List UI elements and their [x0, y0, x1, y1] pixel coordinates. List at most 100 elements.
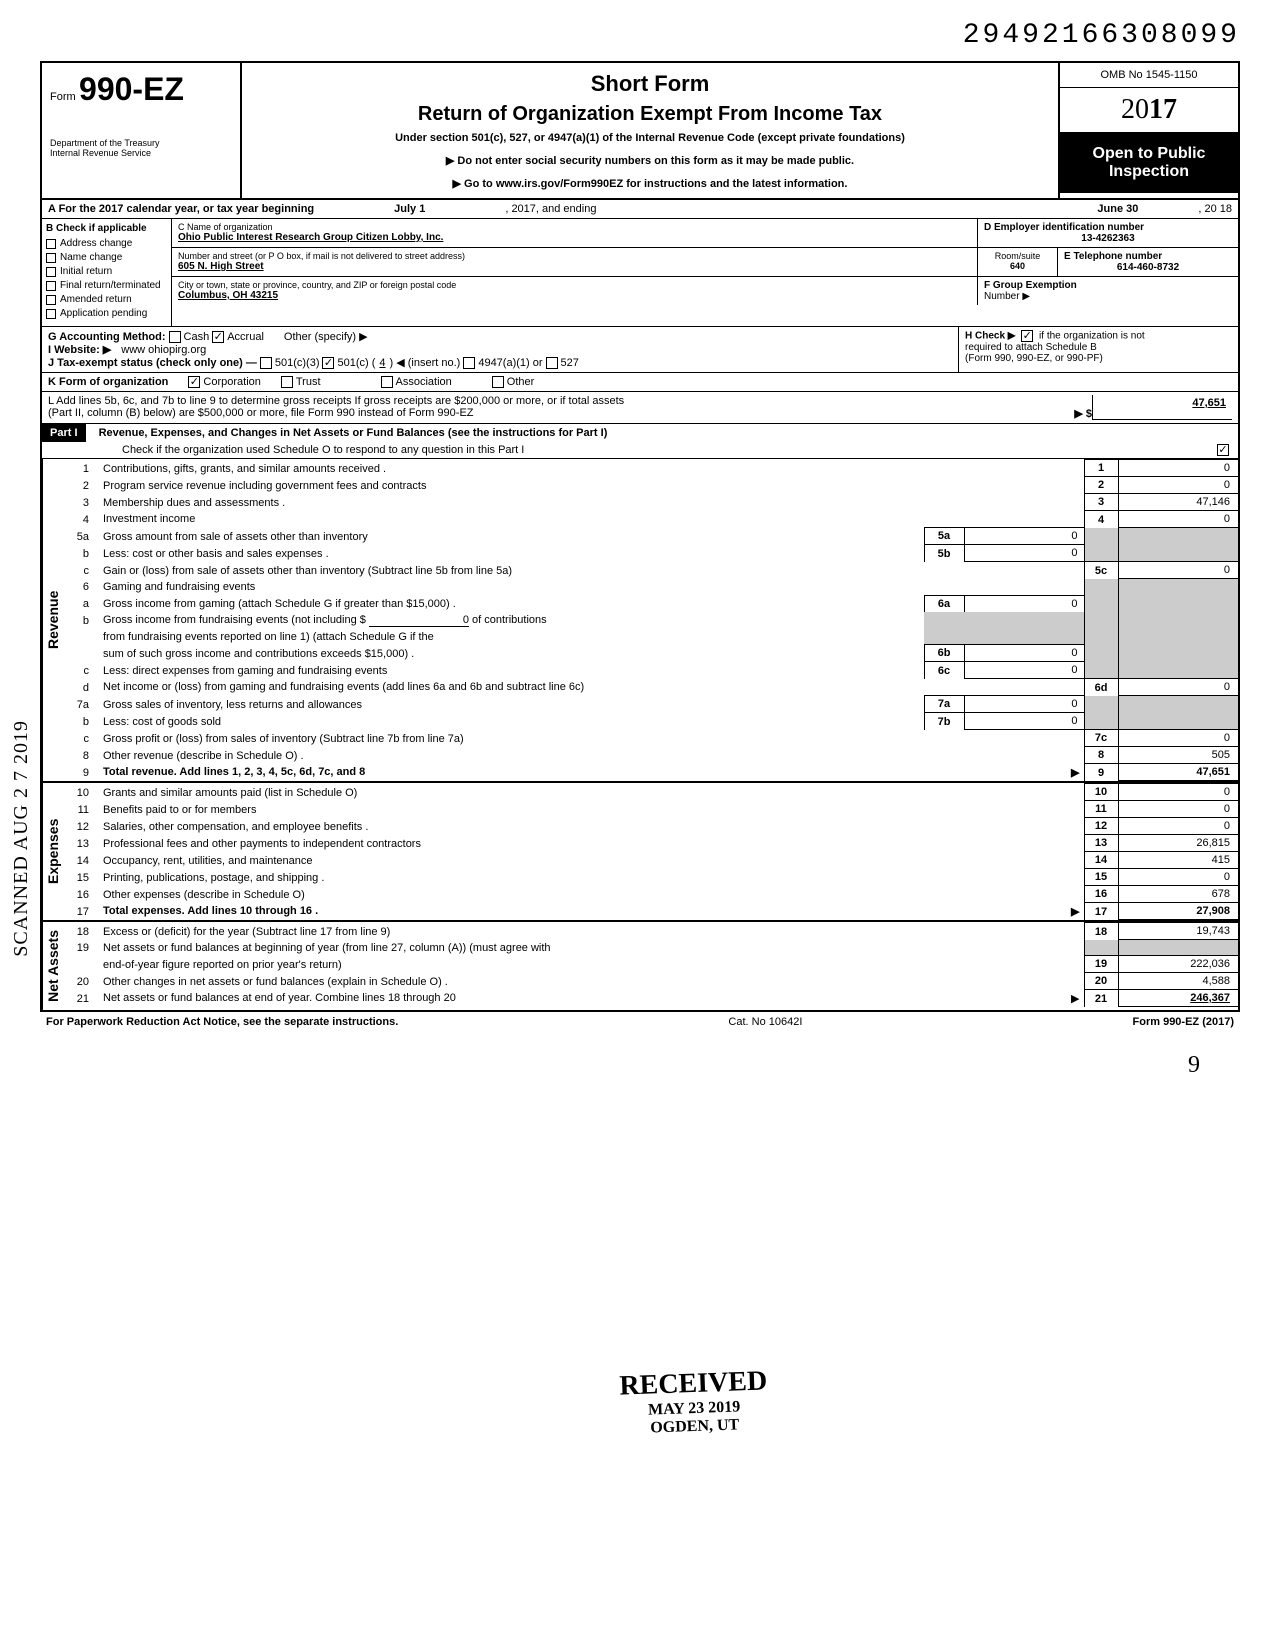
room-suite-cell: Room/suite 640	[978, 248, 1058, 276]
page-number: 9	[40, 1052, 1240, 1079]
check-accrual[interactable]	[212, 331, 224, 343]
line-8: 8Other revenue (describe in Schedule O) …	[63, 747, 1238, 764]
short-form-title: Short Form	[250, 71, 1050, 97]
f-label: F Group Exemption	[984, 280, 1232, 291]
expenses-table: 10Grants and similar amounts paid (list …	[63, 783, 1238, 920]
501c-label: 501(c) (	[337, 357, 375, 369]
city-value: Columbus, OH 43215	[178, 290, 971, 301]
line-21: 21Net assets or fund balances at end of …	[63, 990, 1238, 1007]
check-final-return[interactable]: Final return/terminated	[46, 280, 167, 291]
check-pending[interactable]: Application pending	[46, 308, 167, 319]
f-label2: Number ▶	[984, 291, 1232, 302]
stamp-date: MAY 23 2019	[620, 1397, 768, 1420]
check-amended[interactable]: Amended return	[46, 294, 167, 305]
check-name-change[interactable]: Name change	[46, 252, 167, 263]
501c3-label: 501(c)(3)	[275, 357, 320, 369]
footer-right: Form 990-EZ (2017)	[1133, 1016, 1234, 1028]
check-association[interactable]	[381, 376, 393, 388]
line-13: 13Professional fees and other payments t…	[63, 835, 1238, 852]
check-corporation[interactable]	[188, 376, 200, 388]
line-5b: bLess: cost or other basis and sales exp…	[63, 545, 1238, 562]
c-label: C Name of organization	[178, 222, 971, 232]
go-to-url: ▶ Go to www.irs.gov/Form990EZ for instru…	[250, 177, 1050, 190]
check-h[interactable]	[1021, 330, 1033, 342]
l-amount: 47,651	[1092, 395, 1232, 420]
other-specify: Other (specify) ▶	[284, 330, 368, 343]
row-l: L Add lines 5b, 6c, and 7b to line 9 to …	[42, 392, 1238, 424]
form-prefix: Form	[50, 91, 76, 103]
l-arrow: ▶ $	[1074, 407, 1092, 420]
accrual-label: Accrual	[227, 331, 264, 343]
line-16: 16Other expenses (describe in Schedule O…	[63, 886, 1238, 903]
line-18: 18Excess or (deficit) for the year (Subt…	[63, 923, 1238, 940]
ein-value: 13-4262363	[984, 233, 1232, 244]
check-501c[interactable]	[322, 357, 334, 369]
check-trust[interactable]	[281, 376, 293, 388]
form-990ez: Form 990-EZ Department of the Treasury I…	[40, 61, 1240, 1012]
d-label: D Employer identification number	[984, 222, 1232, 233]
form-number: 990-EZ	[79, 71, 184, 107]
other-org-label: Other	[507, 376, 535, 388]
line-6a: aGross income from gaming (attach Schedu…	[63, 595, 1238, 612]
part-i-title: Revenue, Expenses, and Changes in Net As…	[99, 427, 608, 439]
line-3: 3Membership dues and assessments .347,14…	[63, 494, 1238, 511]
addr-label: Number and street (or P O box, if mail i…	[178, 251, 971, 261]
501c-number: 4	[375, 357, 389, 369]
row-g: G Accounting Method: Cash Accrual Other …	[48, 330, 952, 343]
corp-label: Corporation	[203, 376, 260, 388]
check-501c3[interactable]	[260, 357, 272, 369]
scanned-stamp: SCANNED AUG 2 7 2019	[10, 720, 33, 957]
line-5c: cGain or (loss) from sale of assets othe…	[63, 562, 1238, 579]
assoc-label: Association	[396, 376, 452, 388]
page-footer: For Paperwork Reduction Act Notice, see …	[40, 1012, 1240, 1032]
e-label: E Telephone number	[1064, 251, 1232, 262]
do-not-enter: ▶ Do not enter social security numbers o…	[250, 154, 1050, 167]
line-5a: 5aGross amount from sale of assets other…	[63, 528, 1238, 545]
expenses-side-label: Expenses	[42, 783, 63, 920]
4947-label: 4947(a)(1) or	[478, 357, 542, 369]
line-10: 10Grants and similar amounts paid (list …	[63, 784, 1238, 801]
footer-center: Cat. No 10642I	[728, 1016, 802, 1028]
line-9: 9Total revenue. Add lines 1, 2, 3, 4, 5c…	[63, 764, 1238, 781]
line-2: 2Program service revenue including gover…	[63, 477, 1238, 494]
check-4947[interactable]	[463, 357, 475, 369]
stamp-received: RECEIVED	[619, 1365, 768, 1401]
org-name-cell: C Name of organization Ohio Public Inter…	[172, 219, 978, 247]
revenue-side-label: Revenue	[42, 459, 63, 781]
dept-treasury: Department of the Treasury	[50, 138, 232, 148]
city-cell: City or town, state or province, country…	[172, 277, 978, 305]
line-6d: dNet income or (loss) from gaming and fu…	[63, 679, 1238, 696]
check-schedule-o[interactable]	[1217, 444, 1229, 456]
line-19-2: end-of-year figure reported on prior yea…	[63, 956, 1238, 973]
net-assets-side-label: Net Assets	[42, 922, 63, 1010]
row-g-h: G Accounting Method: Cash Accrual Other …	[42, 327, 1238, 373]
street-value: 605 N. High Street	[178, 261, 971, 272]
received-stamp: RECEIVED MAY 23 2019 OGDEN, UT	[619, 1365, 769, 1438]
phone-value: 614-460-8732	[1064, 262, 1232, 273]
under-section: Under section 501(c), 527, or 4947(a)(1)…	[250, 132, 1050, 144]
year-prefix: 20	[1121, 94, 1149, 125]
trust-label: Trust	[296, 376, 321, 388]
line-12: 12Salaries, other compensation, and empl…	[63, 818, 1238, 835]
j-label: J Tax-exempt status (check only one) —	[48, 357, 257, 369]
row-a-label: A For the 2017 calendar year, or tax yea…	[48, 203, 314, 215]
revenue-section: Revenue 1Contributions, gifts, grants, a…	[42, 459, 1238, 783]
website-value: www ohiopirg.org	[121, 344, 206, 356]
year-begin: July 1	[394, 203, 425, 215]
part-i-check-text: Check if the organization used Schedule …	[122, 444, 524, 456]
check-other-org[interactable]	[492, 376, 504, 388]
line-7a: 7aGross sales of inventory, less returns…	[63, 696, 1238, 713]
check-cash[interactable]	[169, 331, 181, 343]
h-label: H Check ▶	[965, 331, 1015, 342]
line-6b-1: bGross income from fundraising events (n…	[63, 612, 1238, 629]
ein-cell: D Employer identification number 13-4262…	[978, 219, 1238, 247]
room-label: Room/suite	[981, 251, 1054, 261]
g-label: G Accounting Method:	[48, 331, 166, 343]
check-address-change[interactable]: Address change	[46, 238, 167, 249]
document-code: 29492166308099	[40, 20, 1240, 51]
check-initial-return[interactable]: Initial return	[46, 266, 167, 277]
line-7c: cGross profit or (loss) from sales of in…	[63, 730, 1238, 747]
org-name: Ohio Public Interest Research Group Citi…	[178, 232, 971, 243]
column-b-checks: B Check if applicable Address change Nam…	[42, 219, 172, 326]
check-527[interactable]	[546, 357, 558, 369]
